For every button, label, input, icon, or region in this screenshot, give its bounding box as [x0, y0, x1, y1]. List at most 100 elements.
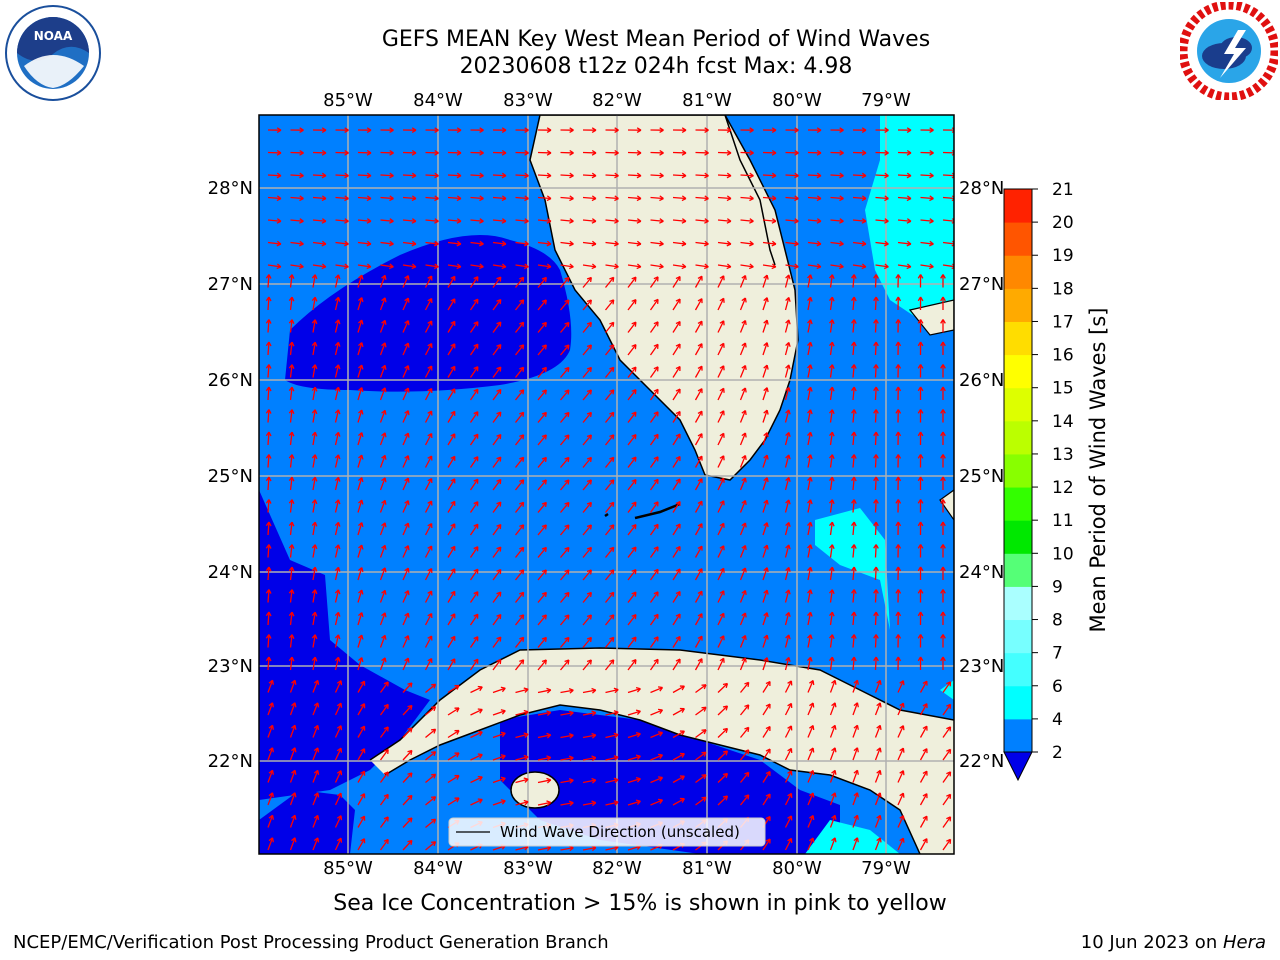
wave-arrow-head — [479, 149, 484, 154]
wave-arrow-head — [473, 298, 479, 302]
wave-arrow-head — [809, 747, 814, 752]
wave-arrow — [807, 747, 814, 761]
wave-arrow — [627, 501, 637, 513]
wave-arrow — [379, 704, 389, 716]
wave-arrow-head — [895, 566, 899, 572]
wave-arrow — [672, 196, 687, 200]
wave-arrow-head — [334, 634, 339, 639]
wave-arrow — [627, 321, 637, 333]
colorbar-segment — [1004, 288, 1032, 322]
wave-arrow-head — [635, 799, 641, 802]
wave-arrow-head — [929, 218, 934, 222]
wave-arrow-head — [942, 274, 946, 279]
wave-arrow-head — [675, 410, 681, 415]
wave-arrow-head — [427, 635, 432, 639]
wave-arrow — [402, 590, 409, 603]
wave-arrow — [784, 748, 792, 761]
wave-arrow-head — [942, 364, 946, 369]
wave-arrow — [312, 174, 327, 177]
wave-arrow-head — [357, 522, 363, 527]
wave-arrow-head — [541, 501, 547, 505]
wave-arrow-head — [407, 682, 413, 685]
wave-arrow-head — [522, 322, 525, 327]
wave-arrow — [605, 756, 619, 761]
wave-arrow-head — [265, 274, 270, 279]
wave-arrow-head — [920, 634, 924, 639]
wave-arrow-head — [853, 521, 857, 527]
wave-arrow — [784, 499, 790, 513]
wave-arrow-head — [922, 725, 928, 729]
wave-arrow — [334, 815, 342, 828]
wave-arrow-head — [456, 752, 460, 758]
wave-arrow-head — [861, 175, 867, 179]
wave-arrow-head — [612, 637, 615, 642]
wave-arrow-head — [675, 500, 681, 505]
wave-arrow-head — [613, 687, 619, 691]
wave-arrow-head — [917, 634, 922, 639]
wave-arrow — [785, 219, 799, 222]
wave-arrow-head — [906, 197, 912, 202]
wave-arrow — [739, 455, 747, 468]
wave-arrow-head — [744, 726, 749, 730]
wave-arrow-head — [473, 636, 479, 640]
wave-arrow — [784, 274, 790, 288]
wave-arrow-head — [291, 747, 296, 752]
wave-arrow — [425, 773, 436, 784]
wave-arrow-head — [873, 499, 877, 504]
wave-arrow-head — [314, 319, 318, 325]
wave-arrow-head — [496, 613, 501, 617]
wave-arrow-head — [294, 680, 297, 685]
wave-arrow-head — [501, 243, 507, 247]
wave-arrow-head — [920, 656, 924, 662]
wave-arrow-head — [929, 129, 934, 134]
wave-arrow — [492, 546, 502, 558]
wave-arrow — [852, 544, 855, 558]
wave-arrow — [560, 344, 570, 356]
wave-arrow-head — [744, 704, 749, 708]
wave-arrow — [649, 591, 659, 603]
wave-arrow-head — [895, 454, 899, 459]
wave-arrow-head — [591, 266, 597, 270]
wave-arrow — [627, 845, 641, 851]
wave-arrow — [379, 590, 386, 603]
wave-arrow — [560, 659, 570, 671]
wave-arrow — [267, 634, 270, 648]
colorbar-segment — [1004, 487, 1032, 521]
wave-arrow-head — [427, 342, 432, 347]
wave-arrow-head — [744, 455, 747, 461]
wave-arrow-head — [589, 479, 592, 485]
wave-arrow-head — [771, 175, 777, 179]
wave-arrow — [829, 544, 833, 558]
wave-arrow — [560, 174, 574, 177]
wave-arrow-head — [473, 523, 479, 527]
wave-arrow — [469, 501, 479, 513]
wave-arrow — [492, 219, 507, 222]
wave-arrow — [784, 589, 790, 603]
wave-arrow — [650, 709, 663, 716]
wave-arrow-head — [851, 499, 855, 504]
wave-arrow-head — [895, 521, 899, 527]
wave-arrow — [514, 636, 525, 648]
wave-arrow — [312, 634, 316, 648]
wave-arrow — [807, 364, 812, 378]
wave-arrow-head — [851, 386, 855, 392]
wave-arrow-head — [265, 566, 270, 572]
wave-arrow — [807, 657, 812, 671]
wave-arrow-head — [337, 432, 341, 437]
wave-arrow — [604, 546, 615, 558]
wave-arrow — [334, 837, 342, 851]
wave-arrow — [649, 321, 659, 333]
wave-arrow-head — [314, 364, 318, 370]
wave-arrow-head — [268, 521, 272, 527]
wave-arrow-head — [589, 434, 592, 440]
wave-arrow-head — [929, 149, 934, 154]
wave-arrow-head — [763, 522, 768, 527]
wave-arrow-head — [384, 477, 387, 483]
wave-arrow — [357, 657, 363, 671]
wave-arrow-head — [785, 589, 790, 594]
wave-arrow-head — [853, 409, 857, 414]
wave-arrow — [784, 612, 790, 626]
wave-arrow — [604, 344, 615, 356]
wave-arrow — [357, 342, 363, 356]
wave-arrow-head — [314, 454, 318, 460]
